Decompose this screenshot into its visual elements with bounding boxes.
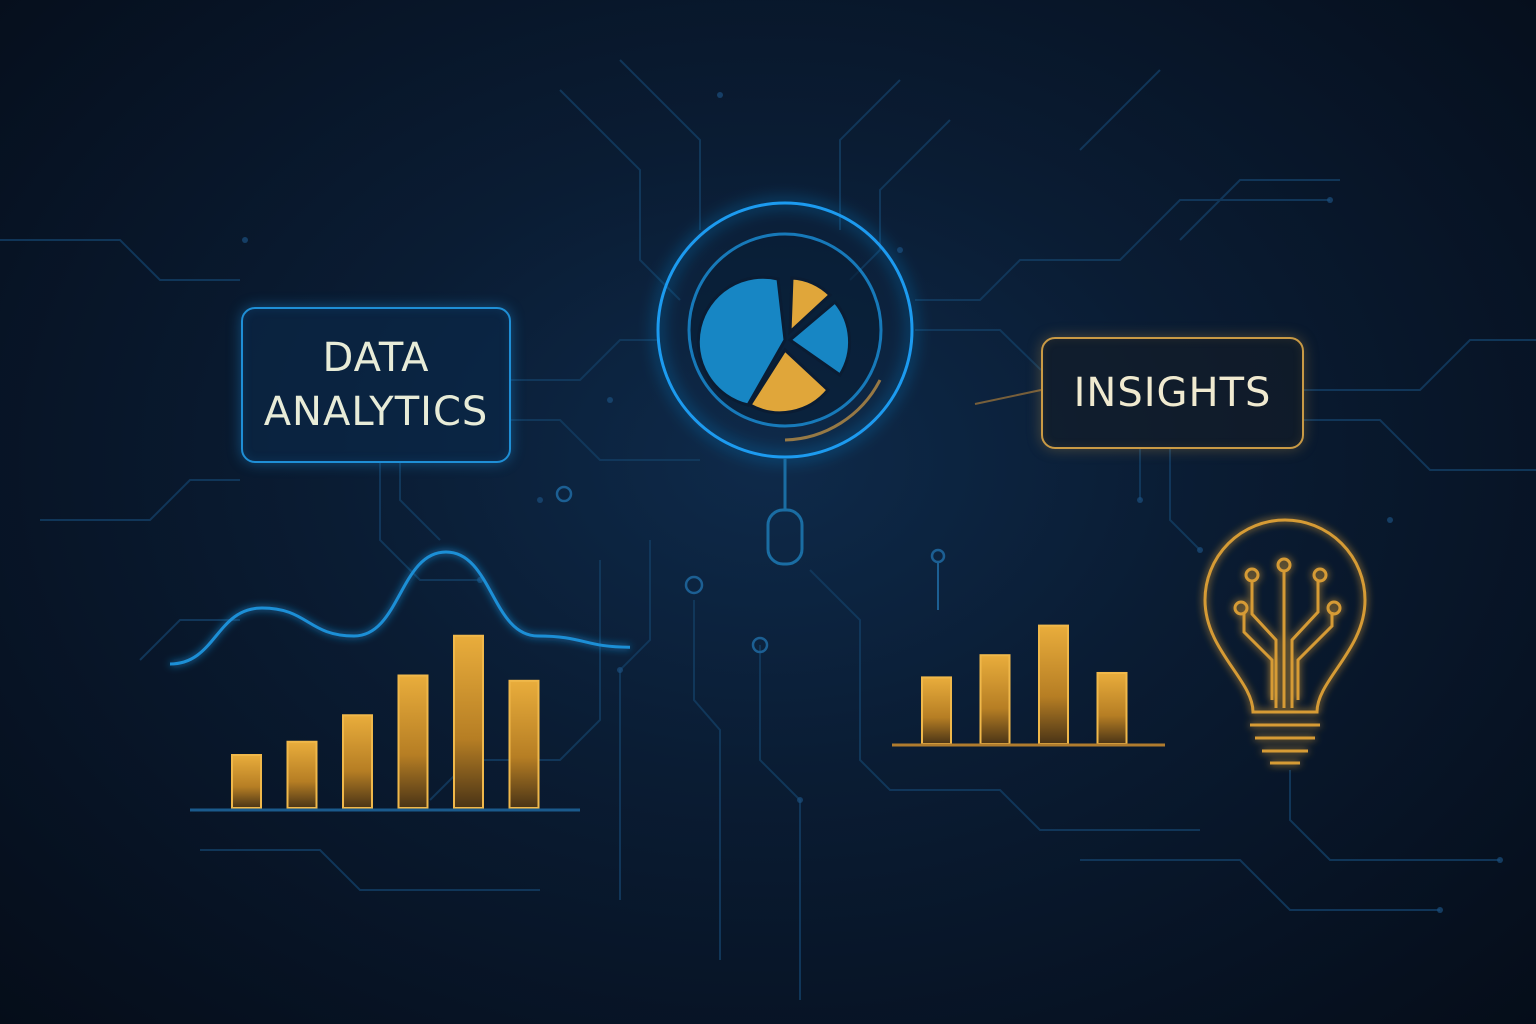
- left-bars-bar-5: [453, 634, 484, 809]
- left-bars-bar-3: [342, 714, 373, 809]
- insights-label: INSIGHTS: [1041, 337, 1304, 449]
- right-bars-bar-1: [921, 676, 952, 746]
- pie-slice-gold-top: [788, 276, 833, 336]
- connector-nodes: [555, 485, 946, 654]
- right-bars-bar-3: [1038, 624, 1069, 745]
- right-bars-bar-2: [979, 654, 1011, 746]
- pie-slice-blue-right: [787, 299, 852, 378]
- data-analytics-line2: ANALYTICS: [263, 389, 489, 435]
- insights-connector: [974, 389, 1042, 405]
- circuit-traces: [0, 59, 1536, 1000]
- pie-slice-gold-bottom: [747, 347, 831, 415]
- data-analytics-line1: DATA: [322, 335, 430, 381]
- left-bars-bar-4: [397, 674, 429, 809]
- left-bars-bar-1: [231, 754, 262, 809]
- insights-text: INSIGHTS: [1073, 370, 1272, 416]
- left-bars-bar-2: [286, 740, 318, 809]
- data-analytics-label: DATA ANALYTICS: [241, 307, 511, 463]
- left-bar-chart: [231, 634, 540, 809]
- right-bar-chart: [921, 624, 1128, 746]
- magnifier-pie-chart-icon: [656, 201, 914, 566]
- wave-line-chart: [169, 550, 631, 666]
- background-dots: [242, 92, 1503, 913]
- lightbulb-circuit-icon: [1203, 518, 1367, 765]
- left-bars-bar-6: [508, 679, 540, 809]
- right-bars-bar-4: [1096, 671, 1128, 746]
- pie-slice-blue-large: [696, 275, 787, 407]
